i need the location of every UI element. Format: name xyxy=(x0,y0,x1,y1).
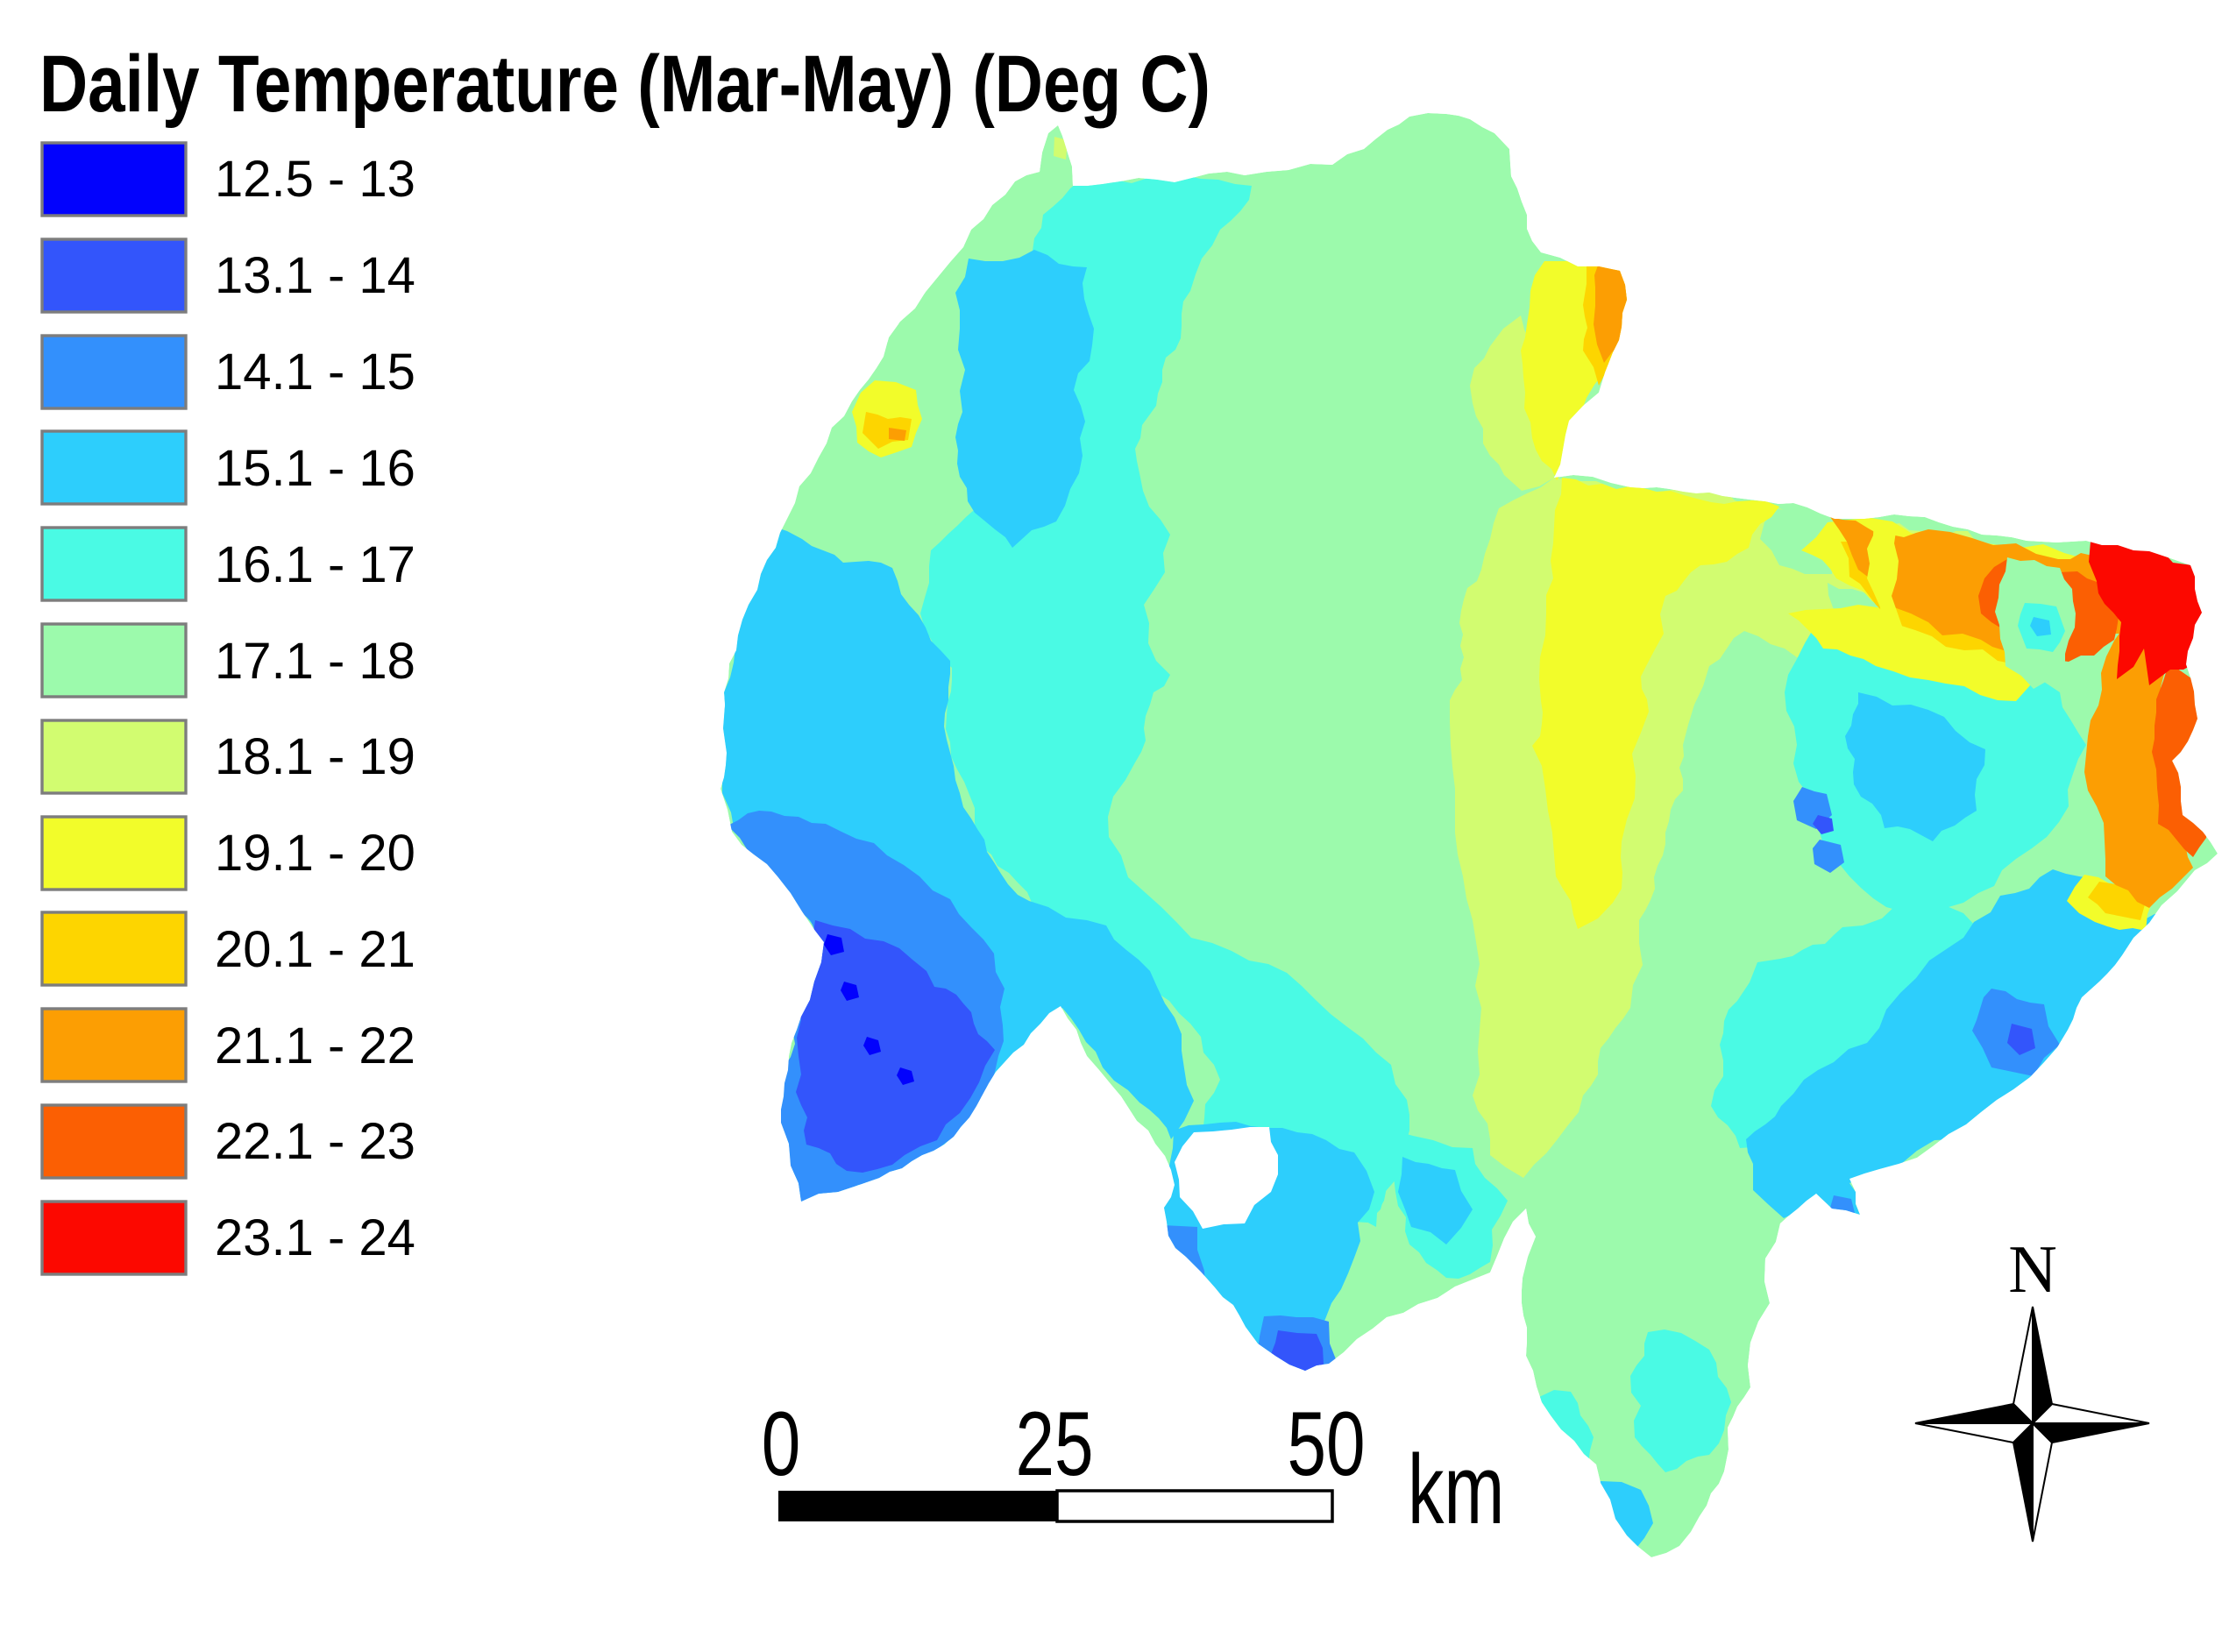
svg-text:0: 0 xyxy=(762,1393,801,1495)
svg-text:N: N xyxy=(2008,1231,2057,1307)
svg-text:25: 25 xyxy=(1015,1393,1093,1495)
svg-text:13.1 - 14: 13.1 - 14 xyxy=(215,247,415,304)
svg-text:17.1 - 18: 17.1 - 18 xyxy=(215,633,415,690)
svg-text:16.1 - 17: 16.1 - 17 xyxy=(215,536,415,593)
svg-text:23.1 - 24: 23.1 - 24 xyxy=(215,1209,415,1266)
svg-text:14.1 - 15: 14.1 - 15 xyxy=(215,344,415,401)
svg-text:18.1 - 19: 18.1 - 19 xyxy=(215,728,415,785)
svg-text:19.1 - 20: 19.1 - 20 xyxy=(215,825,415,882)
svg-text:Daily Temperature (Mar-May) (D: Daily Temperature (Mar-May) (Deg C) xyxy=(39,39,1210,129)
svg-text:15.1 - 16: 15.1 - 16 xyxy=(215,440,415,497)
svg-text:km: km xyxy=(1408,1435,1504,1544)
svg-text:21.1 - 22: 21.1 - 22 xyxy=(215,1017,415,1074)
svg-text:22.1 - 23: 22.1 - 23 xyxy=(215,1113,415,1170)
svg-text:50: 50 xyxy=(1287,1393,1365,1495)
svg-text:20.1 - 21: 20.1 - 21 xyxy=(215,921,415,978)
svg-text:12.5 - 13: 12.5 - 13 xyxy=(215,151,415,208)
